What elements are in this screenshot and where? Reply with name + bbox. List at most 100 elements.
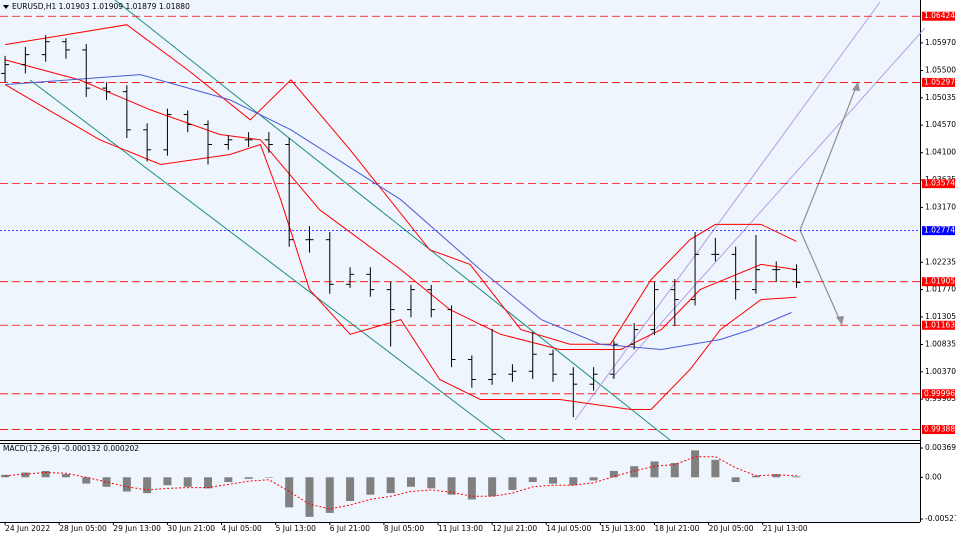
- level-label: 0.99996: [924, 389, 955, 398]
- arrow: [799, 81, 859, 231]
- level-label: 1.01905: [924, 277, 955, 286]
- x-tick-label: 12 Jul 21:00: [492, 524, 537, 533]
- channel-line: [611, 27, 926, 379]
- y-tick-label: 1.05970: [925, 38, 956, 47]
- y-tick-label: 0.00: [925, 472, 942, 481]
- chart-title: EURUSD,H1 1.01903 1.01909 1.01879 1.0188…: [12, 2, 190, 11]
- y-tick-label: 1.05035: [925, 93, 956, 102]
- x-tick-label: 14 Jul 05:00: [546, 524, 591, 533]
- y-tick-label: 1.01770: [925, 285, 956, 294]
- x-tick-label: 21 Jul 13:00: [763, 524, 808, 533]
- macd-bar: [264, 477, 273, 478]
- macd-bar: [711, 459, 720, 478]
- macd-bar: [346, 477, 355, 502]
- macd-bar: [386, 477, 395, 494]
- macd-bar: [751, 475, 760, 478]
- macd-bar: [244, 477, 253, 479]
- macd-bar: [285, 477, 294, 508]
- macd-bar: [528, 477, 537, 483]
- macd-bar: [143, 477, 152, 494]
- macd-bar: [427, 477, 436, 489]
- y-tick-label: 0.003696: [925, 443, 956, 452]
- macd-bar: [569, 477, 578, 486]
- macd-bar: [21, 472, 30, 478]
- macd-bar: [508, 477, 517, 490]
- level-box: [922, 389, 955, 399]
- level-label: 1.06424: [924, 11, 955, 20]
- indicator-line: [4, 84, 797, 410]
- x-tick-label: 30 Jun 21:00: [167, 524, 215, 533]
- macd-bar: [163, 477, 172, 486]
- x-tick-label: 4 Jul 05:00: [222, 524, 262, 533]
- indicator-line: [5, 24, 797, 345]
- y-tick-label: 0.99905: [925, 394, 956, 403]
- level-box: [922, 11, 955, 21]
- level-box: [922, 77, 955, 87]
- macd-bar: [82, 477, 91, 484]
- y-tick-label: 1.03170: [925, 202, 956, 211]
- indicator-line: [5, 456, 797, 510]
- macd-bar: [325, 477, 334, 513]
- y-tick-label: 1.00835: [925, 340, 956, 349]
- y-tick-label: 1.00370: [925, 367, 956, 376]
- macd-bar: [792, 476, 801, 478]
- macd-bar: [41, 470, 50, 478]
- menu-icon[interactable]: [3, 5, 9, 9]
- arrow: [799, 229, 843, 326]
- level-box: [922, 226, 955, 236]
- macd-bar: [467, 477, 476, 500]
- macd-bar: [731, 477, 740, 483]
- level-box: [922, 320, 955, 330]
- macd-bar: [122, 477, 131, 492]
- x-tick-label: 11 Jul 13:00: [438, 524, 483, 533]
- macd-bar: [102, 477, 111, 487]
- price-panel: [0, 0, 920, 440]
- level-label: 1.03574: [924, 179, 955, 188]
- indicator-line: [5, 74, 792, 351]
- y-tick-label: -0.00527: [925, 514, 956, 523]
- channel-line: [574, 1, 881, 421]
- x-tick-label: 6 Jul 21:00: [330, 524, 370, 533]
- macd-bar: [305, 477, 314, 517]
- macd-panel: [0, 443, 920, 522]
- macd-bar: [772, 474, 781, 478]
- y-tick-label: 1.01305: [925, 312, 956, 321]
- level-label: 0.99388: [924, 425, 955, 434]
- macd-bar: [589, 477, 598, 481]
- arrow-head: [852, 82, 860, 91]
- macd-bar: [670, 463, 679, 478]
- macd-bar: [1, 474, 10, 478]
- level-label: 1.02774: [924, 226, 955, 235]
- macd-bar: [406, 477, 415, 487]
- y-tick-label: 1.05500: [925, 65, 956, 74]
- macd-bar: [650, 461, 659, 478]
- macd-bar: [609, 470, 618, 478]
- channel-line: [29, 79, 506, 441]
- y-tick-label: 1.02235: [925, 257, 956, 266]
- macd-bar: [549, 477, 558, 484]
- drawings: [29, 0, 926, 441]
- level-box: [922, 425, 955, 435]
- macd-bar: [224, 477, 233, 483]
- chart-title: MACD(12,26,9) -0.000132 0.000202: [3, 444, 139, 453]
- macd-bar: [691, 450, 700, 478]
- macd-bar: [204, 477, 213, 489]
- y-tick-label: 1.04100: [925, 148, 956, 157]
- level-box: [922, 277, 955, 287]
- channel-line: [114, 0, 671, 441]
- x-tick-label: 20 Jul 05:00: [709, 524, 754, 533]
- macd-bar: [183, 477, 192, 487]
- level-box: [922, 179, 955, 189]
- x-tick-label: 5 Jul 13:00: [276, 524, 316, 533]
- macd-bar: [447, 477, 456, 495]
- level-label: 1.05297: [924, 77, 955, 86]
- x-tick-label: 18 Jul 21:00: [654, 524, 699, 533]
- x-tick-label: 15 Jul 13:00: [600, 524, 645, 533]
- level-label: 1.01163: [924, 320, 955, 329]
- x-tick-label: 24 Jun 2022: [5, 524, 50, 533]
- macd-bar: [630, 466, 639, 478]
- x-tick-label: 28 Jun 05:00: [59, 524, 107, 533]
- arrow-head: [836, 316, 844, 325]
